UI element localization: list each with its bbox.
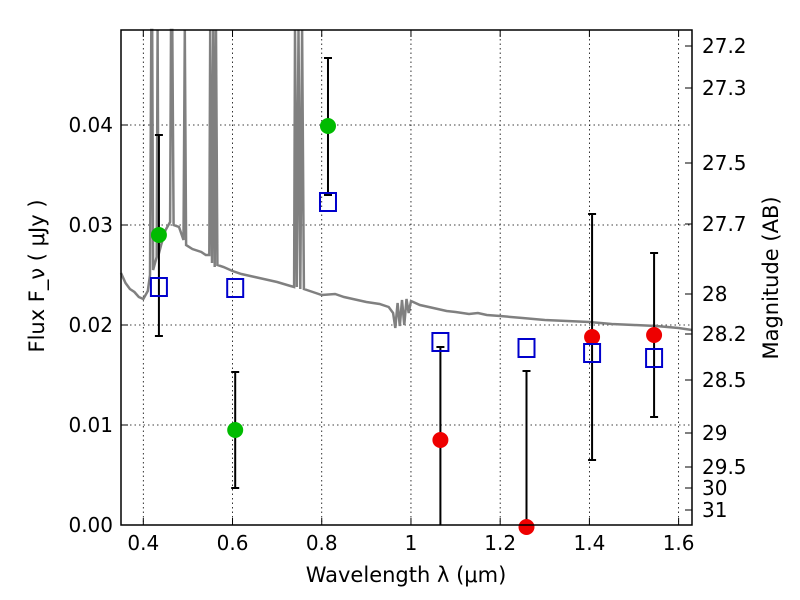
y-tick-label: 0.02	[68, 313, 113, 337]
model-flux-square	[318, 192, 337, 212]
x-tick-label: 0.8	[306, 531, 338, 555]
photometry-point	[518, 519, 535, 535]
photometry-point	[227, 422, 244, 438]
y2-tick-label: 29.5	[702, 455, 747, 479]
y2-tick-label: 31	[702, 498, 727, 522]
y-axis-label: Flux F_ν ( μJy )	[25, 199, 50, 352]
model-spectrum	[119, 28, 693, 332]
y2-tick-label: 28	[702, 282, 727, 306]
y2-tick-label: 27.7	[702, 212, 747, 236]
y-tick-label: 0.03	[68, 213, 113, 237]
model-flux-square	[431, 332, 450, 352]
model-spectrum-line	[119, 28, 693, 332]
plot-frame	[120, 29, 693, 526]
x-tick-label: 0.4	[127, 531, 159, 555]
y-tick-label: 0.04	[68, 113, 113, 137]
photometry-point	[150, 227, 167, 243]
x-tick-label: 1.2	[484, 531, 516, 555]
y2-tick-label: 30	[702, 476, 727, 500]
data-points	[149, 118, 664, 535]
y-tick-label: 0.00	[68, 513, 113, 537]
y2-tick-label: 27.5	[702, 151, 747, 175]
photometry-point	[584, 329, 601, 345]
x-axis-ticks: 0.4 0.6 0.8 1 1.2 1.4 1.6	[127, 30, 695, 555]
y-axis-ticks: 0.00 0.01 0.02 0.03 0.04	[68, 113, 128, 537]
x-axis-label: Wavelength λ (μm)	[306, 563, 507, 587]
model-flux-square	[226, 278, 245, 298]
y2-tick-label: 29	[702, 421, 727, 445]
y2-tick-label: 27.3	[702, 76, 747, 100]
photometry-point	[646, 327, 663, 343]
grid	[121, 30, 692, 526]
model-flux-square	[583, 343, 602, 363]
y2-tick-label: 27.2	[702, 34, 747, 58]
y-tick-label: 0.01	[68, 413, 113, 437]
y2-tick-label: 28.2	[702, 322, 747, 346]
model-flux-square	[645, 348, 664, 368]
error-bars	[154, 57, 659, 525]
y2-axis-label: Magnitude (AB)	[759, 196, 783, 359]
photometry-point	[432, 432, 449, 448]
x-tick-label: 1	[405, 531, 418, 555]
x-tick-label: 0.6	[217, 531, 249, 555]
y2-tick-label: 28.5	[702, 368, 747, 392]
photometry-point	[319, 118, 336, 134]
model-flux-square	[517, 338, 536, 358]
x-tick-label: 1.6	[663, 531, 695, 555]
model-flux-square	[149, 277, 168, 297]
x-tick-label: 1.4	[573, 531, 605, 555]
